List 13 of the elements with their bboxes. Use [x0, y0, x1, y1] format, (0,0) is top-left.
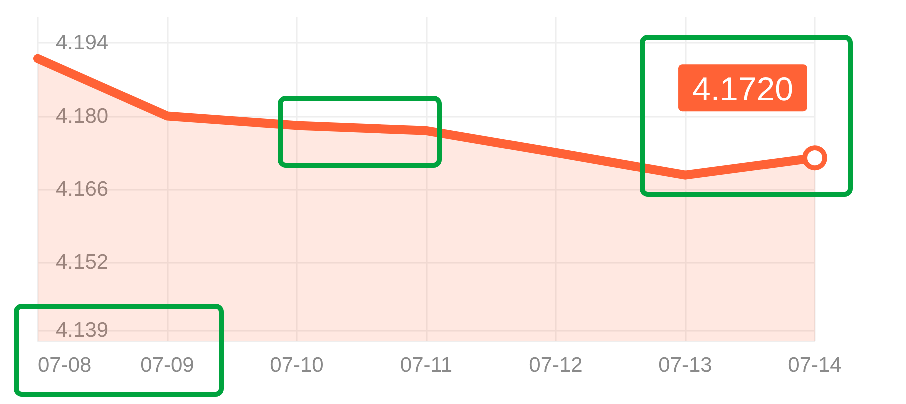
x-tick-label: 07-10 [270, 354, 324, 377]
x-tick-label: 07-09 [140, 354, 194, 377]
data-label: 4.1720 [692, 70, 794, 108]
x-tick-label: 07-08 [38, 354, 92, 377]
y-tick-label: 4.139 [56, 319, 109, 342]
y-tick-label: 4.180 [56, 104, 109, 128]
x-tick-label: 07-13 [658, 354, 712, 377]
x-tick-label: 07-12 [529, 354, 583, 377]
y-tick-label: 4.166 [56, 178, 109, 201]
x-tick-label: 07-14 [788, 354, 842, 377]
y-tick-label: 4.152 [56, 251, 109, 274]
x-tick-label: 07-11 [400, 354, 453, 377]
y-tick-label: 4.194 [56, 32, 109, 55]
